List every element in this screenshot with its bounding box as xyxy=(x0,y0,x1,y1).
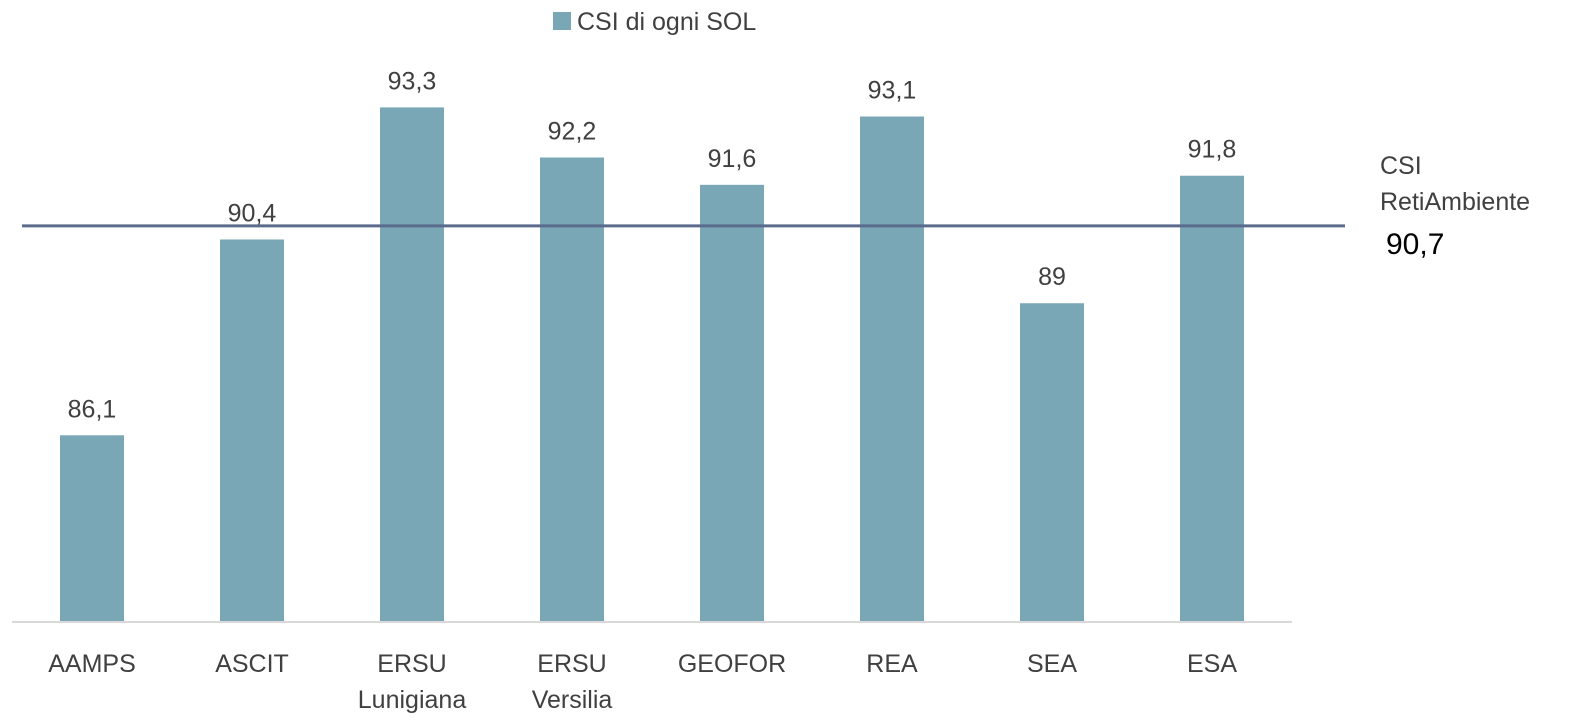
reference-value: 90,7 xyxy=(1386,228,1444,261)
bar xyxy=(60,435,124,622)
bar xyxy=(1020,303,1084,622)
data-label: 91,6 xyxy=(708,145,757,173)
data-label: 91,8 xyxy=(1188,136,1237,164)
bar xyxy=(860,116,924,623)
bar xyxy=(1180,175,1244,622)
x-tick-label: AAMPS xyxy=(48,650,136,678)
x-tick-label: ESA xyxy=(1187,650,1237,678)
legend-swatch xyxy=(553,12,571,30)
bar xyxy=(700,184,764,623)
x-tick-label: ERSU Versilia xyxy=(532,650,613,714)
bar xyxy=(220,239,284,622)
data-label: 89 xyxy=(1038,263,1066,291)
x-tick-label: ASCIT xyxy=(215,650,289,678)
bar xyxy=(540,157,604,622)
x-tick-label: GEOFOR xyxy=(678,650,786,678)
x-tick-label: SEA xyxy=(1027,650,1077,678)
x-tick-label: REA xyxy=(866,650,918,678)
legend-label: CSI di ogni SOL xyxy=(577,8,756,36)
data-label: 86,1 xyxy=(68,395,117,423)
x-tick-label: ERSU Lunigiana xyxy=(358,650,467,714)
data-label: 90,4 xyxy=(228,199,277,227)
bar xyxy=(380,107,444,622)
data-label: 92,2 xyxy=(548,118,597,146)
data-label: 93,1 xyxy=(868,77,917,105)
data-label: 93,3 xyxy=(388,67,437,95)
reference-label: CSI RetiAmbiente xyxy=(1380,152,1530,216)
